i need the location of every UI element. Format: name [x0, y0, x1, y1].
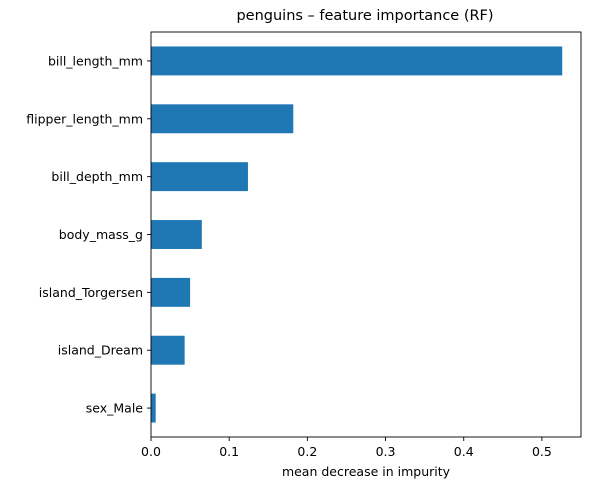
- bar-bill-depth-mm: [151, 162, 248, 192]
- bar-island-Torgersen: [151, 277, 191, 307]
- plot-frame: [150, 31, 582, 438]
- y-tick-label: island_Dream: [58, 343, 143, 358]
- bars-group: [151, 46, 563, 423]
- y-axis-ticks: bill_length_mm flipper_length_mm bill_dept…: [26, 53, 151, 416]
- x-axis-ticks: 0.0 0.1 0.2 0.3 0.4 0.5: [141, 437, 552, 459]
- x-tick-label: 0.4: [454, 444, 474, 459]
- y-tick-label: flipper_length_mm: [26, 111, 143, 126]
- bar-sex-Male: [151, 393, 156, 423]
- x-tick-label: 0.3: [376, 444, 396, 459]
- x-tick-label: 0.1: [219, 444, 239, 459]
- x-tick-label: 0.5: [532, 444, 552, 459]
- x-tick-label: 0.2: [297, 444, 317, 459]
- y-tick-label: bill_depth_mm: [51, 169, 143, 184]
- bar-island-Dream: [151, 335, 185, 365]
- bar-bill-length-mm: [151, 46, 563, 76]
- x-axis-label: mean decrease in impurity: [282, 464, 451, 479]
- chart-title: penguins – feature importance (RF): [236, 8, 493, 24]
- y-tick-label: bill_length_mm: [48, 53, 143, 68]
- x-tick-label: 0.0: [141, 444, 161, 459]
- bar-body-mass-g: [151, 220, 202, 249]
- bar-flipper-length-mm: [151, 104, 294, 134]
- y-tick-label: sex_Male: [86, 401, 144, 416]
- y-tick-label: body_mass_g: [59, 227, 143, 242]
- y-tick-label: island_Torgersen: [39, 285, 143, 300]
